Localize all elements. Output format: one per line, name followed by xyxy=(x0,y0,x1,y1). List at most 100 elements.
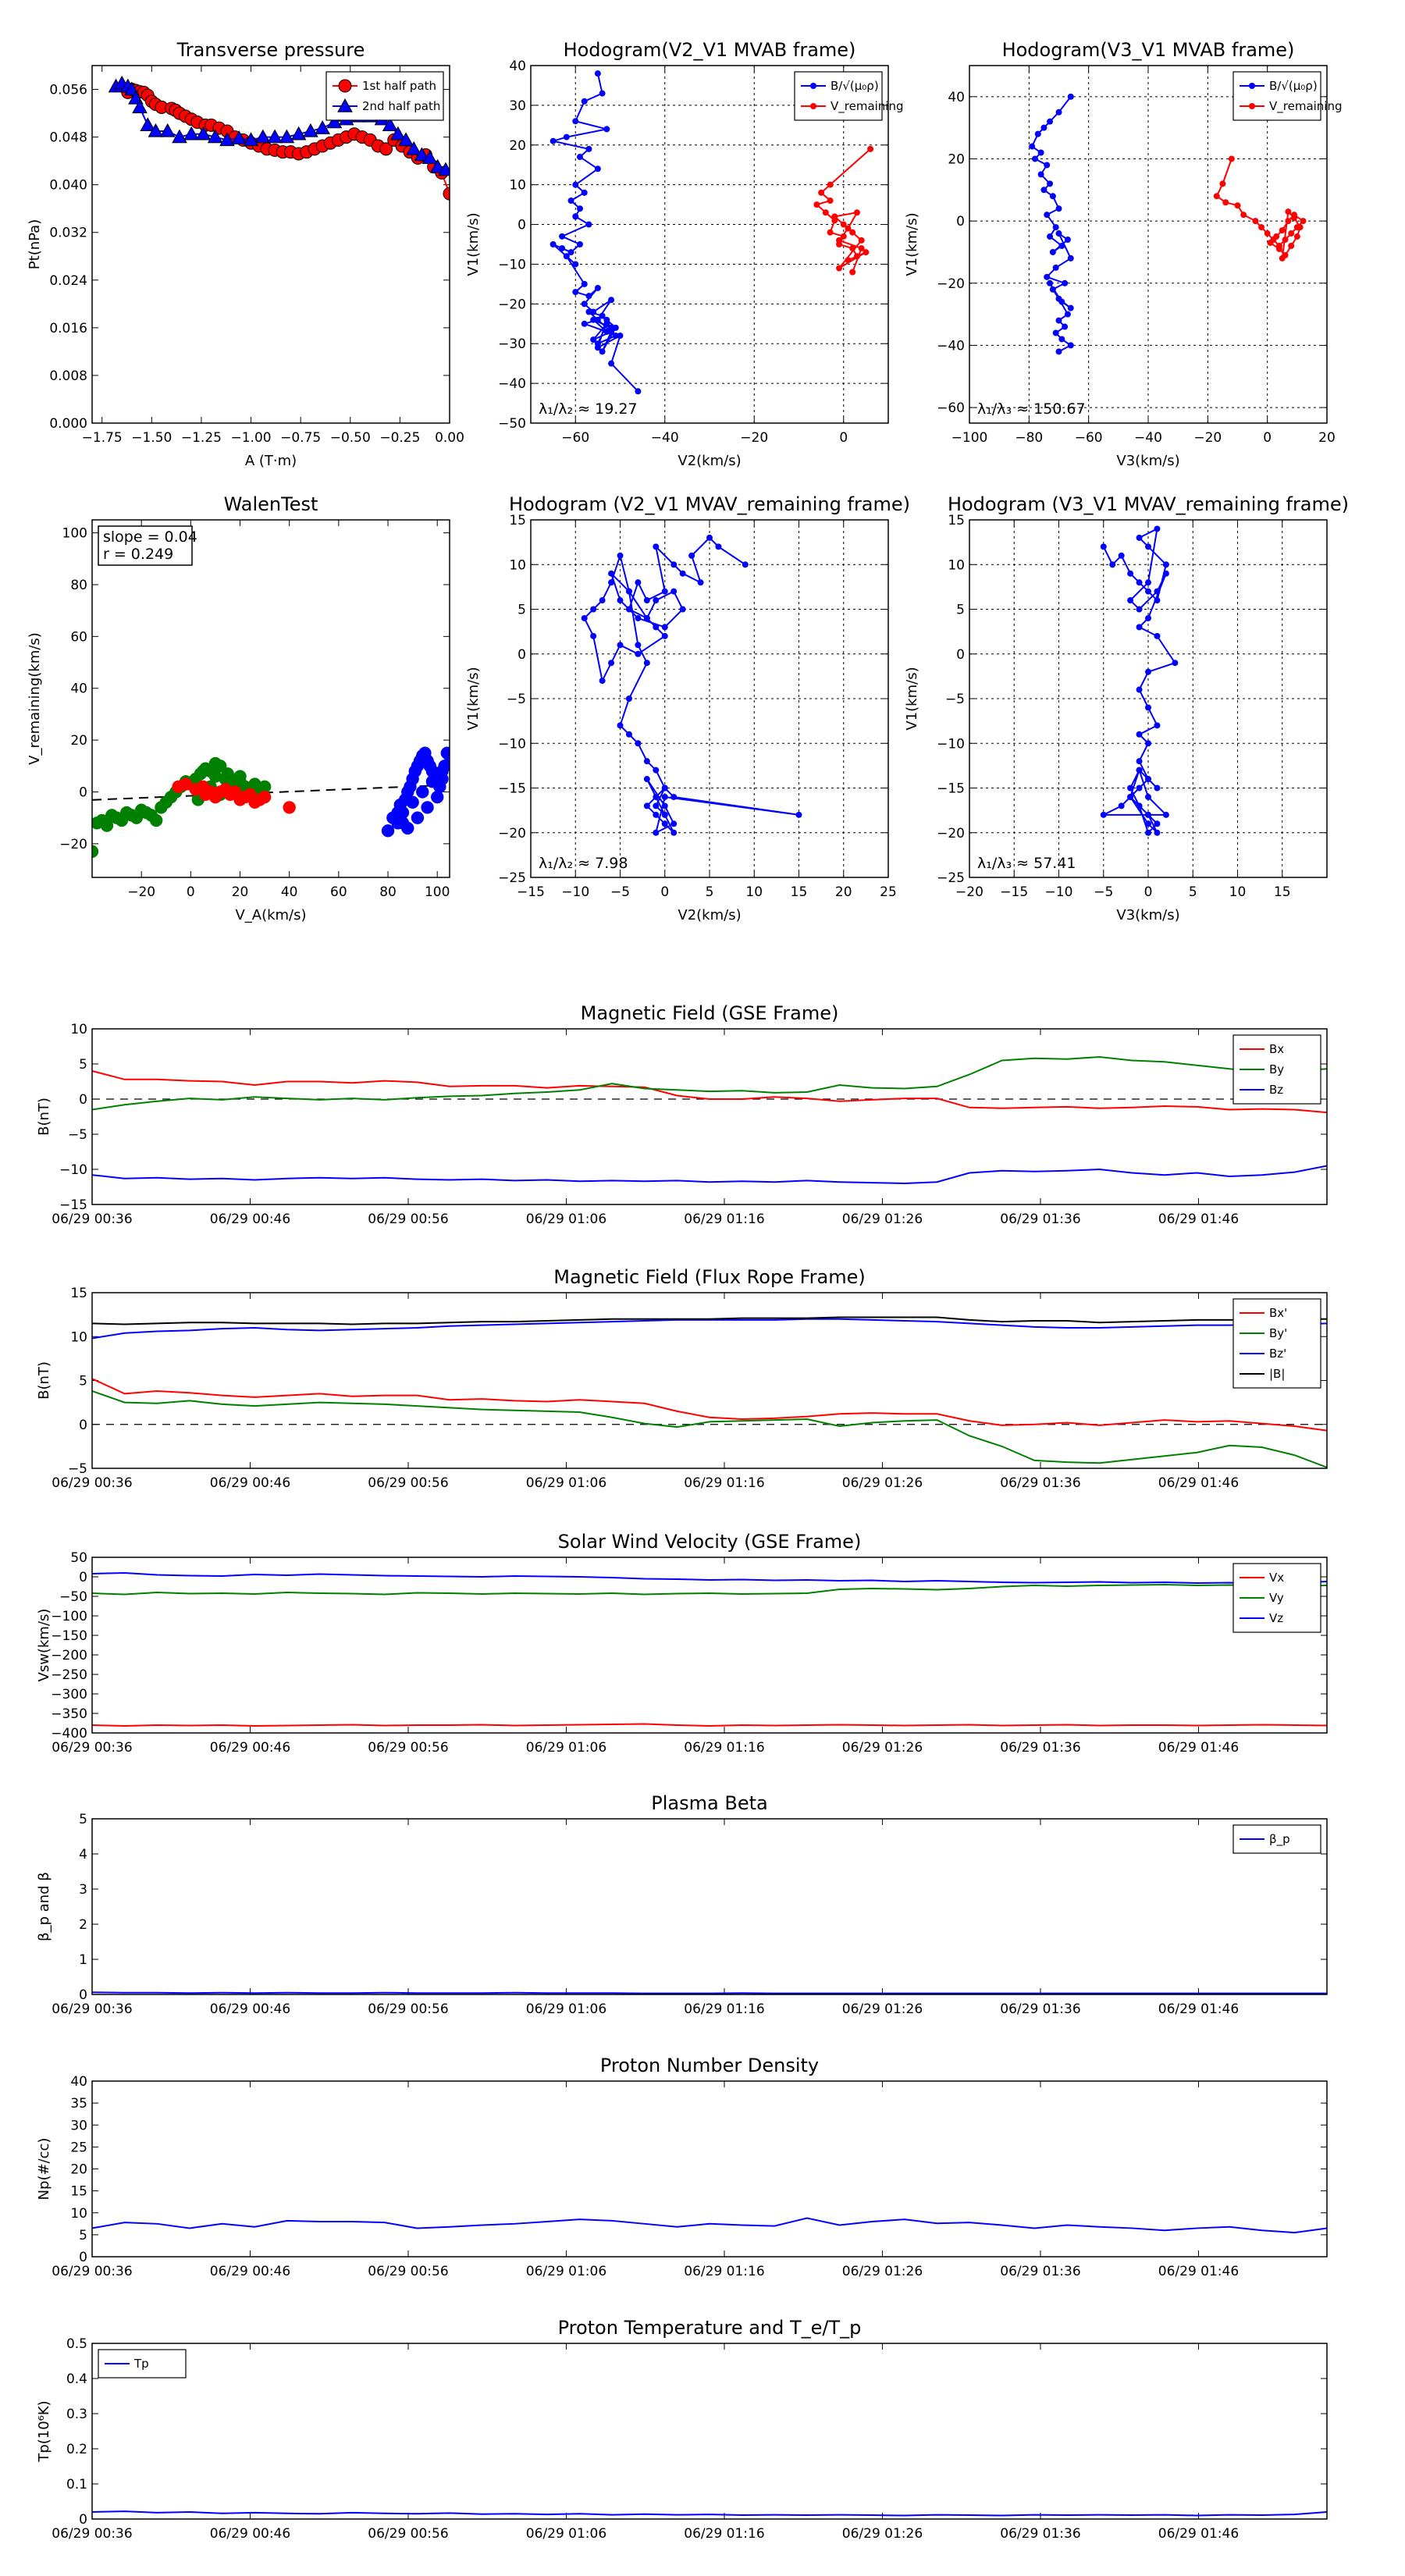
y-tick-label: 4 xyxy=(79,1847,87,1863)
y-tick-label: 40 xyxy=(948,90,965,105)
y-tick-label: 5 xyxy=(518,603,526,618)
data-point xyxy=(1127,793,1134,800)
x-tick-label: 06/29 00:46 xyxy=(210,2526,290,2542)
data-point xyxy=(1136,579,1143,586)
data-point xyxy=(1145,588,1151,595)
data-point xyxy=(443,187,450,201)
legend-marker xyxy=(338,79,352,93)
legend-label: 2nd half path xyxy=(362,99,440,113)
data-point xyxy=(1285,208,1292,215)
plot-area xyxy=(92,2510,1327,2517)
x-tick-label: 0 xyxy=(839,430,848,446)
y-tick-label: 10 xyxy=(70,1329,87,1345)
x-tick-label: 40 xyxy=(281,884,298,900)
y-tick-label: 0 xyxy=(79,2512,87,2528)
data-point xyxy=(172,129,187,144)
series-0 xyxy=(581,534,802,836)
plot-frame xyxy=(91,1557,1328,1734)
y-tick-label: 100 xyxy=(62,526,87,542)
data-point xyxy=(1219,180,1226,187)
y-axis-label: Tp(10⁶K) xyxy=(36,2400,52,2462)
legend: B/√(μ₀ρ) V_remaining xyxy=(794,71,904,121)
data-point xyxy=(590,606,597,613)
data-point xyxy=(1055,109,1062,116)
data-point xyxy=(258,790,272,804)
plot-area xyxy=(92,1571,1327,1727)
x-tick-label: −40 xyxy=(1134,430,1162,446)
data-point xyxy=(818,189,825,196)
y-tick-label: 0 xyxy=(518,647,526,663)
data-point xyxy=(617,642,624,649)
data-point xyxy=(661,820,668,827)
x-tick-label: 06/29 01:06 xyxy=(526,1475,606,1491)
data-point xyxy=(661,802,668,809)
data-point xyxy=(585,293,592,300)
data-point xyxy=(1127,597,1134,604)
data-point xyxy=(831,213,838,220)
data-point xyxy=(303,123,318,137)
x-tick-label: −1.00 xyxy=(231,430,272,446)
data-point xyxy=(559,233,566,240)
data-point xyxy=(1136,802,1143,809)
data-point xyxy=(594,284,601,291)
data-point xyxy=(1297,224,1304,231)
series-2 xyxy=(92,1165,1327,1185)
x-tick-label: 06/29 00:36 xyxy=(52,1475,132,1491)
data-point xyxy=(1040,124,1048,131)
x-tick-label: −20 xyxy=(955,884,984,900)
chart-title: Hodogram(V3_V1 MVAB frame) xyxy=(1002,39,1295,61)
legend-label: 1st half path xyxy=(362,79,436,93)
data-point xyxy=(661,632,668,639)
data-point xyxy=(863,249,870,256)
plot-area xyxy=(550,70,874,395)
chart-title: WalenTest xyxy=(224,493,318,515)
data-point xyxy=(1127,785,1134,792)
x-tick-label: −40 xyxy=(651,430,679,446)
x-axis-label: V3(km/s) xyxy=(1116,907,1179,923)
data-point xyxy=(608,297,615,304)
x-tick-label: 5 xyxy=(706,884,714,900)
y-tick-label: 5 xyxy=(79,1812,87,1827)
data-point xyxy=(661,785,668,792)
data-point xyxy=(849,245,856,252)
legend-marker xyxy=(1249,103,1255,109)
x-tick-label: −1.50 xyxy=(131,430,172,446)
data-point xyxy=(1228,155,1235,162)
x-tick-label: −20 xyxy=(1193,430,1222,446)
y-tick-label: 10 xyxy=(509,178,526,194)
data-point xyxy=(688,552,695,559)
y-tick-label: 0 xyxy=(79,785,87,800)
data-point xyxy=(159,123,176,137)
legend-label: B/√(μ₀ρ) xyxy=(831,79,879,93)
x-tick-label: 06/29 01:46 xyxy=(1158,1740,1239,1756)
y-tick-label: 5 xyxy=(956,603,965,618)
plot-frame xyxy=(91,1028,1328,1205)
plot-area xyxy=(1029,93,1307,355)
y-tick-label: −20 xyxy=(498,297,526,312)
data-point xyxy=(1279,254,1286,262)
data-point xyxy=(1049,248,1056,255)
data-point xyxy=(1055,230,1062,237)
x-tick-label: −5 xyxy=(610,884,630,900)
y-tick-label: 0 xyxy=(956,647,965,663)
legend: Vx Vy Vz xyxy=(1232,1563,1321,1633)
data-point xyxy=(1127,570,1134,577)
data-point xyxy=(1279,227,1286,234)
data-point xyxy=(590,632,597,639)
data-point xyxy=(840,221,847,228)
y-axis-label: B(nT) xyxy=(36,1098,52,1136)
data-point xyxy=(572,181,579,188)
data-point xyxy=(653,811,660,818)
x-tick-label: 06/29 01:16 xyxy=(684,2264,764,2279)
chart-walen: WalenTest −20 0 20 40 60 80 100 −20 0 20 40 60 80 100 V… xyxy=(27,493,450,923)
y-axis-label: V1(km/s) xyxy=(465,667,482,730)
data-point xyxy=(670,820,678,827)
x-tick-label: 06/29 01:36 xyxy=(1000,2526,1080,2542)
x-tick-label: 06/29 00:36 xyxy=(52,2001,132,2017)
legend-label: V_remaining xyxy=(1269,99,1343,114)
data-point xyxy=(706,534,713,541)
y-tick-label: 10 xyxy=(948,557,965,573)
legend: Bx' By' Bz' |B| xyxy=(1232,1298,1321,1389)
data-point xyxy=(382,117,398,132)
data-point xyxy=(581,320,588,327)
